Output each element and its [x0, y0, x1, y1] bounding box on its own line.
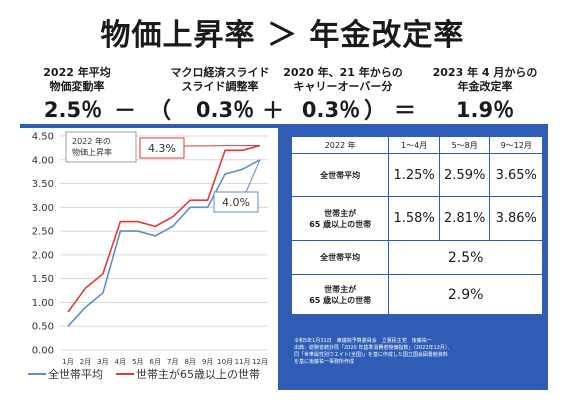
term2-label-line1: マクロ経済スライド	[170, 66, 270, 79]
x-tick-label: 4月	[115, 358, 126, 366]
x-tick-label: 3月	[97, 358, 108, 366]
footnote-line: 同「世帯属性別ウエイト(全国)」を基に作成した国立国会図書館資料	[294, 352, 448, 358]
table-cell: 3.86%	[489, 196, 543, 241]
y-tick-label: 2.00	[32, 250, 54, 261]
term3-label-line2: キャリーオーバー分	[293, 80, 393, 93]
term4-label-line1: 2023 年 4 月からの	[432, 66, 538, 79]
annual-value-65: 2.9%	[388, 274, 543, 315]
x-tick-label: 6月	[150, 358, 161, 366]
y-tick-label: 0.00	[32, 346, 54, 357]
term1-label-line1: 2022 年平均	[43, 66, 111, 79]
annotation-box-65	[139, 137, 185, 159]
plus-sign: ＋	[261, 99, 284, 124]
table-row: 全世帯平均 1.25% 2.59% 3.65%	[290, 153, 543, 197]
table-cell: 3.65%	[489, 153, 543, 197]
x-tick-label: 9月	[202, 358, 213, 366]
term3-label-line1: 2020 年、21 年からの	[283, 66, 403, 79]
y-tick-label: 0.50	[32, 322, 54, 333]
y-tick-label: 2.50	[32, 227, 54, 238]
table-header-row: 2022 年 1～4月 5～8月 9～12月	[290, 136, 543, 154]
page-title: 物価上昇率 ＞ 年金改定率	[100, 18, 465, 53]
series-line	[67, 144, 261, 313]
term4-label-line2: 年金改定率	[457, 80, 513, 93]
term4-value: 1.9％	[455, 98, 515, 122]
x-tick-label: 2月	[80, 358, 91, 366]
series-line	[67, 159, 261, 327]
header-year: 2022 年	[290, 136, 390, 154]
row-label-line1: 全世帯平均	[320, 253, 361, 262]
x-tick-label: 12月	[252, 358, 268, 366]
annual-value-all: 2.5%	[388, 240, 543, 275]
row-label-all-annual: 全世帯平均	[290, 240, 390, 275]
row-label-all: 全世帯平均	[290, 153, 390, 197]
y-tick-label: 3.50	[32, 179, 54, 190]
chart-title: 2022 年の物価上昇率	[72, 136, 112, 157]
minus-sign: －	[113, 99, 136, 124]
row-label-line1: 世帯主が	[324, 284, 357, 294]
row-label-line2: 65 歳以上の世帯	[309, 219, 372, 229]
y-tick-label: 1.00	[32, 298, 54, 309]
term1-label-line2: 物価変動率	[49, 80, 105, 93]
x-tick-label: 11月	[235, 358, 251, 366]
equals-sign: ＝	[393, 99, 416, 124]
row-label-line1: 全世帯平均	[320, 170, 361, 180]
annotation-label-all: 4.0%	[222, 196, 250, 209]
x-tick-label: 1月	[62, 358, 73, 366]
table-row: 世帯主が 65 歳以上の世帯 1.58% 2.81% 3.86%	[290, 196, 543, 241]
legend-label-65: 世帯主が65歳以上の世帯	[136, 367, 260, 381]
term4-label: 2023 年 4 月からの 年金改定率	[425, 66, 545, 94]
x-tick-label: 7月	[167, 358, 178, 366]
term2-label: マクロ経済スライド スライド調整率	[160, 66, 280, 94]
annotation-box-all	[213, 191, 259, 213]
footnote-line: 出典：総務省統計局「2020 年基準消費者物価指数」（2022年12月）、	[294, 345, 453, 351]
legend-label-all: 全世帯平均	[48, 367, 103, 381]
y-tick-label: 1.50	[32, 274, 54, 285]
x-tick-label: 10月	[217, 358, 233, 366]
table-cell: 2.59%	[438, 153, 491, 197]
row-label-65: 世帯主が 65 歳以上の世帯	[290, 196, 390, 241]
table-row: 全世帯平均 2.5%	[290, 240, 543, 275]
rate-table: 2022 年 1～4月 5～8月 9～12月 全世帯平均 1.25% 2.59%…	[290, 136, 543, 315]
row-label-line2: 65 歳以上の世帯	[309, 295, 372, 305]
open-paren: （	[148, 99, 171, 124]
x-tick-label: 5月	[132, 358, 143, 366]
row-label-line1: 世帯主が	[324, 208, 357, 218]
x-tick-label: 8月	[184, 358, 195, 366]
row-label-65-annual: 世帯主が 65 歳以上の世帯	[290, 274, 390, 315]
table-cell: 1.58%	[388, 196, 440, 241]
table-row: 世帯主が 65 歳以上の世帯 2.9%	[290, 274, 543, 315]
annotation-leader-all	[245, 159, 261, 193]
y-tick-label: 4.50	[32, 132, 54, 143]
footnote: 令和5年1月31日 衆議院予算委員会 立憲民主党 後藤祐一 出典：総務省統計局「…	[294, 338, 544, 366]
footnote-line: を基に後藤祐一事務所作成	[294, 359, 355, 365]
term2-value: 0.3％	[195, 98, 255, 122]
term3-label: 2020 年、21 年からの キャリーオーバー分	[278, 66, 408, 94]
y-tick-label: 3.00	[32, 203, 54, 214]
term1-label: 2022 年平均 物価変動率	[22, 66, 132, 94]
term3-value: 0.3％	[301, 98, 361, 122]
header-period-2: 5～8月	[438, 136, 491, 154]
close-paren: ）	[363, 99, 386, 124]
chart-container: 0.00 0.50 1.00 1.50 2.00 2.50 3.00 3.50 4.00 4.50…	[18, 128, 278, 390]
table-cell: 2.81%	[438, 196, 491, 241]
chart-title-box	[65, 131, 137, 163]
line-chart: 0.00 0.50 1.00 1.50 2.00 2.50 3.00 3.50 4.00 4.50…	[28, 131, 268, 381]
header-period-3: 9～12月	[489, 136, 543, 154]
term1-value: 2.5％	[43, 98, 103, 122]
y-tick-label: 4.00	[32, 155, 54, 166]
term2-label-line2: スライド調整率	[181, 80, 259, 93]
table-cell: 1.25%	[388, 153, 440, 197]
header-period-1: 1～4月	[388, 136, 440, 154]
footnote-line: 令和5年1月31日 衆議院予算委員会 立憲民主党 後藤祐一	[294, 338, 432, 344]
annotation-label-65: 4.3%	[148, 142, 176, 155]
